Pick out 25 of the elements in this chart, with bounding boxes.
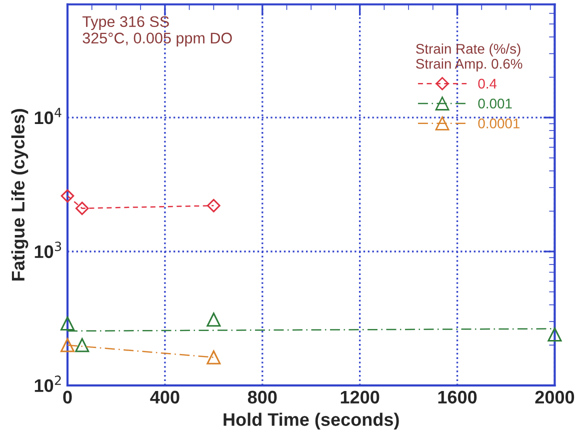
point [75, 202, 89, 216]
legend-title: Strain Rate (%/s) Strain Amp. 0.6% [416, 44, 522, 72]
y-tick-label: 10$^{4}$ [34, 108, 62, 124]
legend-label: 0.4 [478, 78, 497, 89]
x-tick-label: 400 [150, 390, 180, 404]
legend-label: 0.001 [478, 98, 512, 108]
x-tick-label: 2000 [535, 390, 574, 404]
point [206, 312, 221, 327]
x-tick-label: 800 [248, 390, 277, 404]
y-tick-label: 10$^{3}$ [34, 242, 62, 258]
y-tick-label: 10$^{2}$ [34, 376, 61, 392]
point [60, 316, 75, 331]
x-tick-label: 1200 [340, 390, 380, 404]
legend-label: 0.0001 [478, 118, 520, 128]
annotation: Type 316 SS 325°C, 0.005 ppm DO [82, 16, 232, 47]
point [60, 189, 74, 203]
point [60, 338, 75, 352]
x-tick-label: 1600 [438, 390, 477, 404]
point [548, 328, 562, 342]
point [206, 350, 221, 364]
point [75, 338, 90, 352]
x-tick-label: 0 [63, 390, 72, 404]
y-axis-title: Fatigue Life (cycles) [11, 109, 28, 280]
point [207, 198, 220, 212]
x-axis-title: Hold Time (seconds) [224, 412, 399, 430]
